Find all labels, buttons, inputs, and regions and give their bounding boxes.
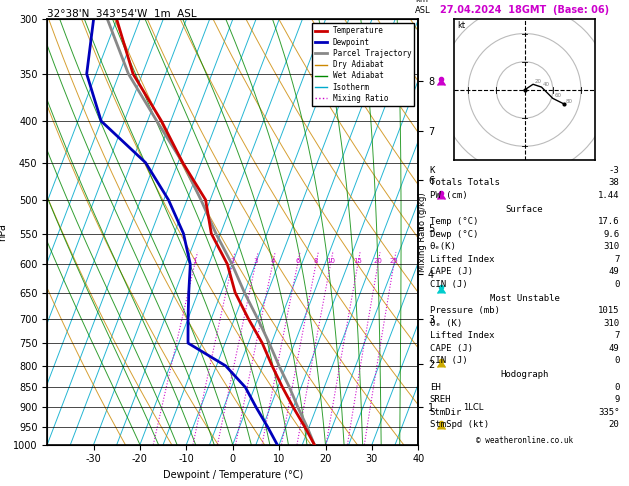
Text: θₑ (K): θₑ (K)	[430, 318, 462, 328]
Text: Lifted Index: Lifted Index	[430, 255, 494, 263]
Text: StmDir: StmDir	[430, 407, 462, 417]
Text: Dewp (°C): Dewp (°C)	[430, 229, 478, 239]
Text: Hodograph: Hodograph	[501, 370, 548, 379]
Text: kt: kt	[457, 21, 465, 30]
Text: EH: EH	[430, 382, 440, 392]
Text: SREH: SREH	[430, 395, 451, 404]
Text: 38: 38	[609, 178, 620, 187]
Text: 20: 20	[374, 258, 382, 264]
Text: Pressure (mb): Pressure (mb)	[430, 306, 499, 315]
Text: 9: 9	[614, 395, 620, 404]
Text: 1LCL: 1LCL	[463, 403, 483, 412]
Text: 60: 60	[554, 93, 561, 98]
Text: 27.04.2024  18GMT  (Base: 06): 27.04.2024 18GMT (Base: 06)	[440, 4, 609, 15]
Text: CIN (J): CIN (J)	[430, 356, 467, 365]
Text: 335°: 335°	[598, 407, 620, 417]
Text: Totals Totals: Totals Totals	[430, 178, 499, 187]
Text: 310: 310	[603, 318, 620, 328]
Text: © weatheronline.co.uk: © weatheronline.co.uk	[476, 435, 573, 445]
Text: 0: 0	[614, 279, 620, 289]
Text: 80: 80	[565, 99, 572, 104]
Text: 1015: 1015	[598, 306, 620, 315]
Text: 8: 8	[314, 258, 318, 264]
Text: 1.44: 1.44	[598, 191, 620, 200]
Text: PW (cm): PW (cm)	[430, 191, 467, 200]
Text: 25: 25	[389, 258, 398, 264]
Text: 0: 0	[614, 382, 620, 392]
Text: 20: 20	[609, 420, 620, 429]
Text: StmSpd (kt): StmSpd (kt)	[430, 420, 489, 429]
Text: 0: 0	[614, 356, 620, 365]
Text: 49: 49	[609, 267, 620, 276]
Text: 40: 40	[543, 82, 550, 87]
Text: 310: 310	[603, 242, 620, 251]
Text: 3: 3	[253, 258, 258, 264]
Text: 4: 4	[270, 258, 275, 264]
Text: 32°38'N  343°54'W  1m  ASL: 32°38'N 343°54'W 1m ASL	[47, 9, 197, 18]
Text: Mixing Ratio (g/kg): Mixing Ratio (g/kg)	[418, 192, 426, 272]
Text: 7: 7	[614, 331, 620, 340]
Text: Lifted Index: Lifted Index	[430, 331, 494, 340]
Text: 9.6: 9.6	[603, 229, 620, 239]
Text: -3: -3	[609, 166, 620, 174]
X-axis label: Dewpoint / Temperature (°C): Dewpoint / Temperature (°C)	[163, 470, 303, 480]
Text: Most Unstable: Most Unstable	[489, 294, 560, 303]
Y-axis label: hPa: hPa	[0, 223, 8, 241]
Text: 20: 20	[535, 79, 542, 84]
Text: CAPE (J): CAPE (J)	[430, 267, 472, 276]
Text: CIN (J): CIN (J)	[430, 279, 467, 289]
Text: K: K	[430, 166, 435, 174]
Text: 2: 2	[230, 258, 235, 264]
Text: θₑ(K): θₑ(K)	[430, 242, 457, 251]
Text: 7: 7	[614, 255, 620, 263]
Text: 17.6: 17.6	[598, 217, 620, 226]
Text: 15: 15	[353, 258, 362, 264]
Text: Surface: Surface	[506, 205, 543, 214]
Text: 49: 49	[609, 344, 620, 352]
Text: Temp (°C): Temp (°C)	[430, 217, 478, 226]
Text: CAPE (J): CAPE (J)	[430, 344, 472, 352]
Text: 1: 1	[192, 258, 197, 264]
Text: 6: 6	[295, 258, 300, 264]
Text: km
ASL: km ASL	[415, 0, 431, 15]
Legend: Temperature, Dewpoint, Parcel Trajectory, Dry Adiabat, Wet Adiabat, Isotherm, Mi: Temperature, Dewpoint, Parcel Trajectory…	[312, 23, 415, 106]
Text: 10: 10	[326, 258, 335, 264]
